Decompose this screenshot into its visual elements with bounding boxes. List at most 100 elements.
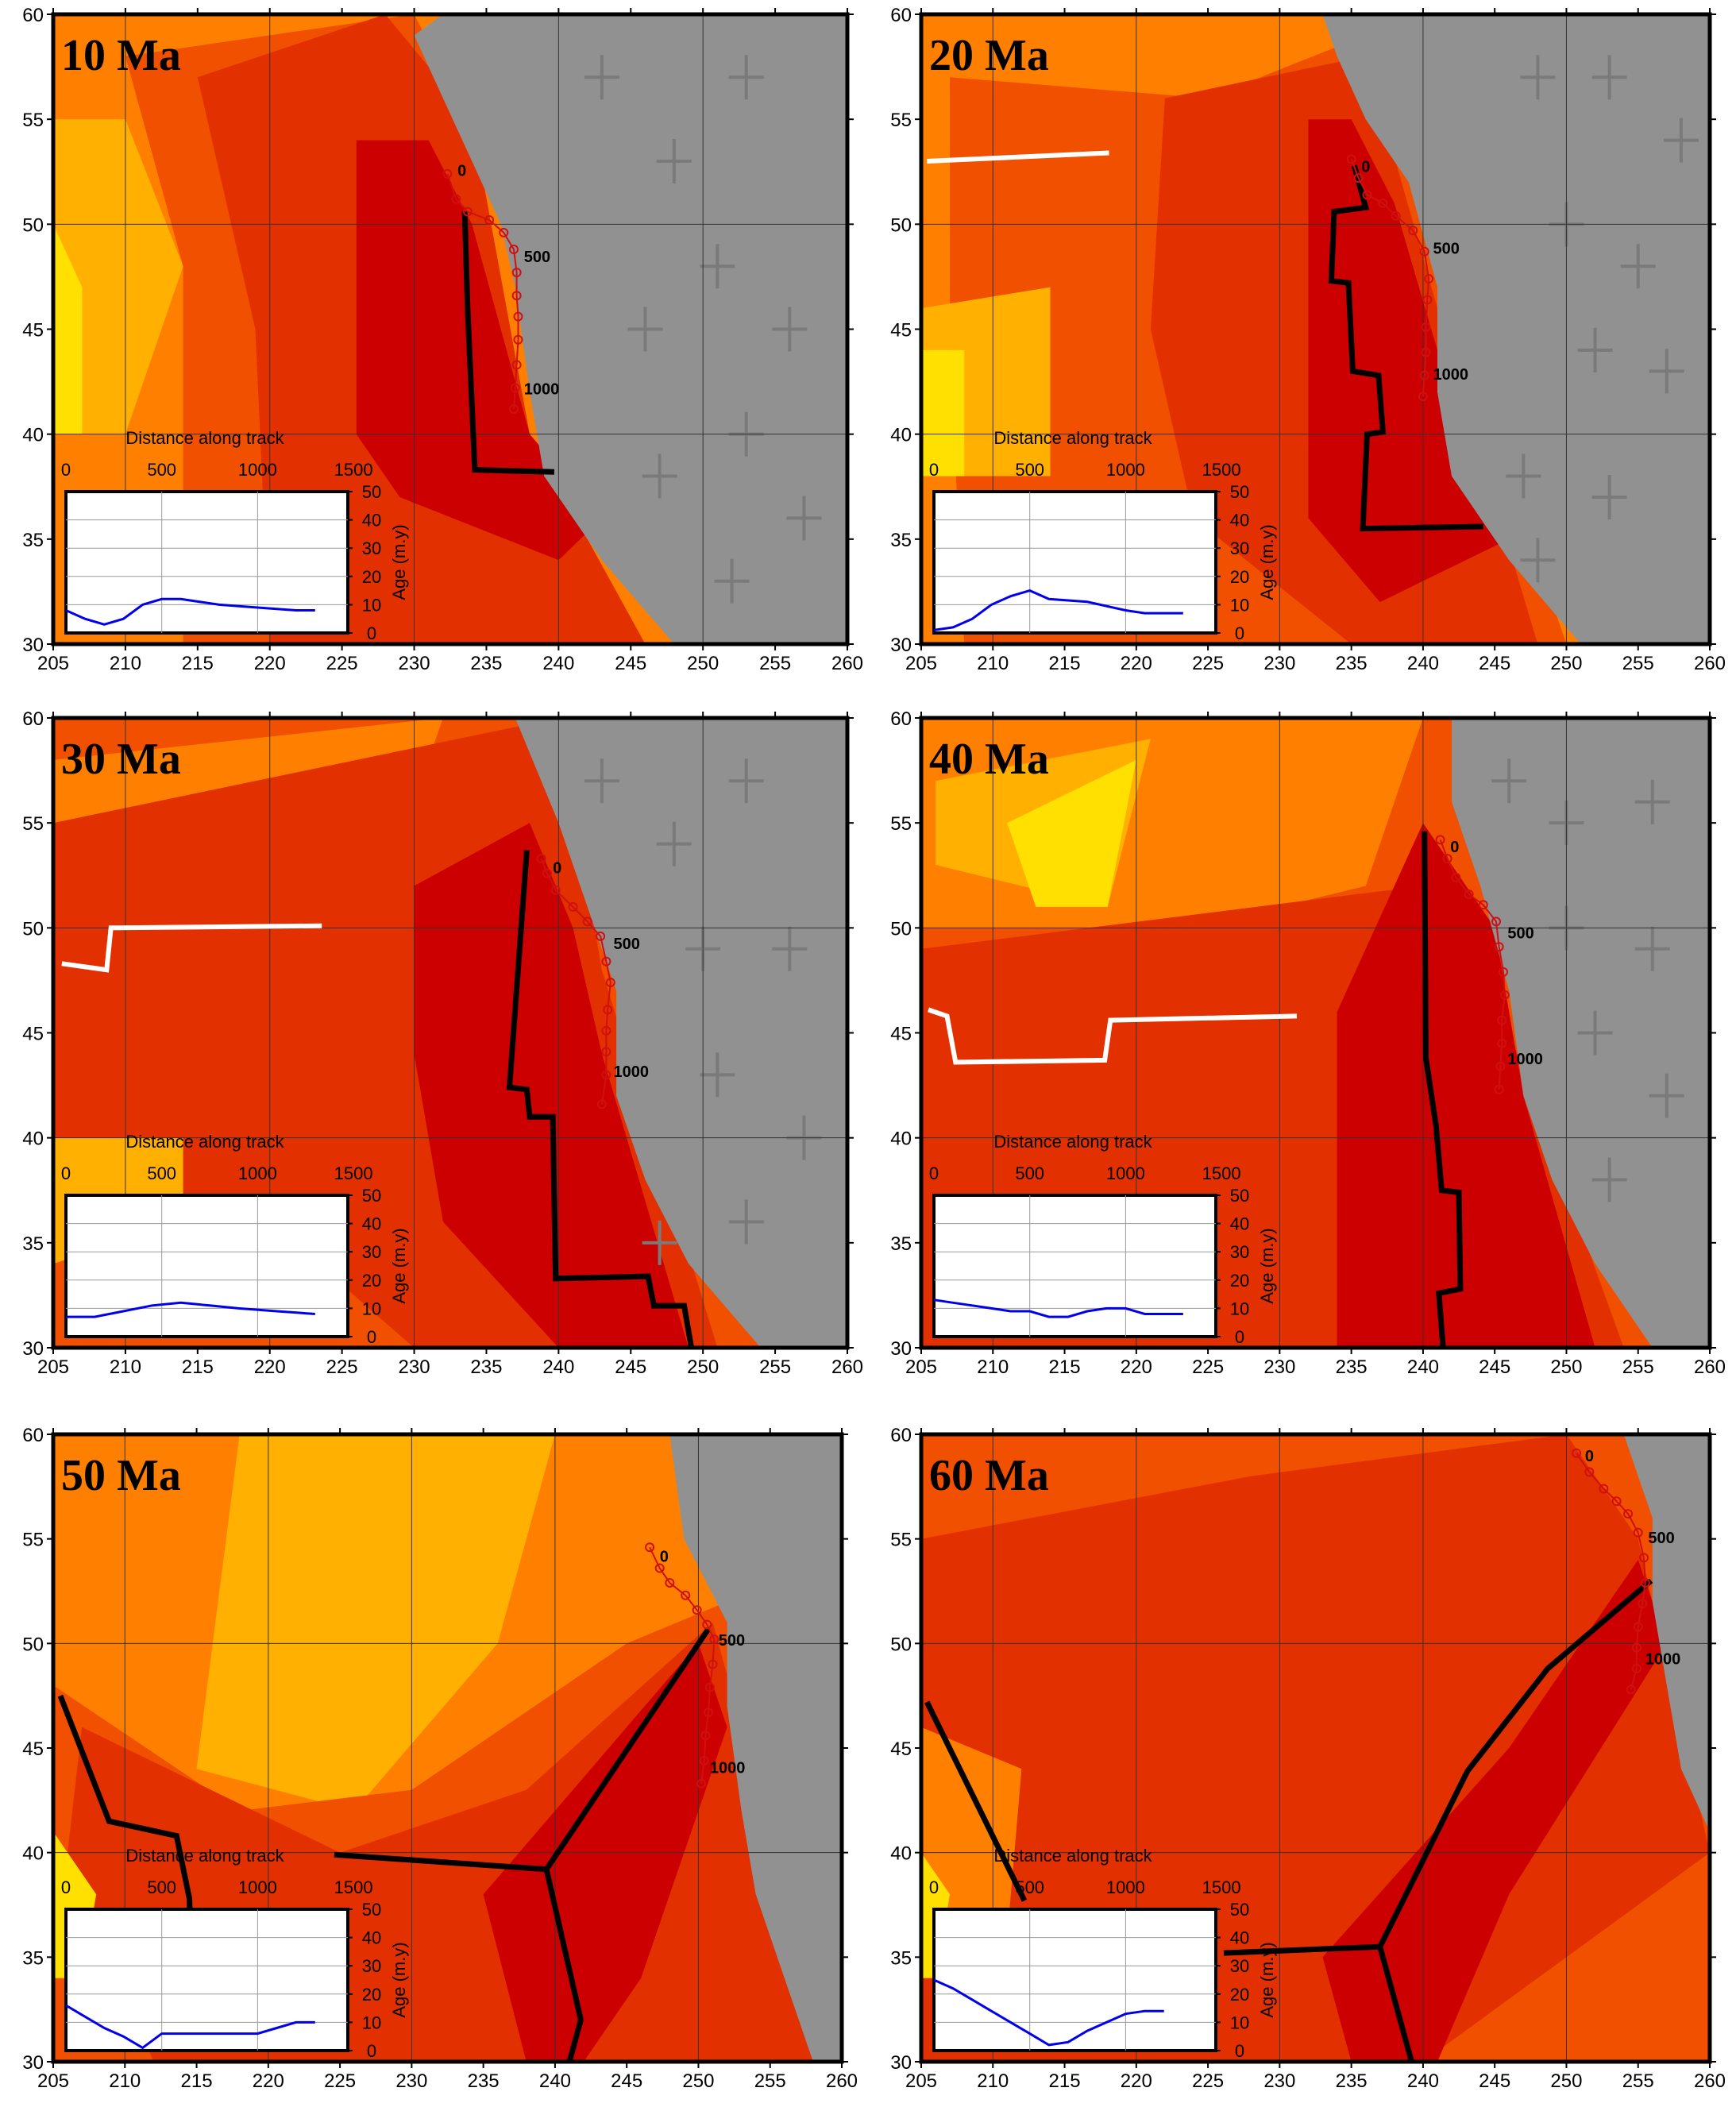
plate-cross-icon [1620, 244, 1656, 289]
inset-x-tick-label: 1500 [1202, 1163, 1241, 1183]
inset-y-tick-label: 50 [362, 1186, 381, 1206]
y-tick-label: 60 [890, 1425, 912, 1446]
track-point [550, 885, 561, 895]
plate-cross-icon [1506, 453, 1541, 499]
y-tick-label: 55 [22, 110, 44, 131]
y-tick-label: 50 [22, 918, 44, 940]
inset-y-tick-label: 20 [362, 1985, 381, 2005]
x-tick-label: 225 [1192, 2070, 1224, 2092]
track-point [568, 901, 578, 912]
inset-x-tick-label: 1000 [1106, 1877, 1145, 1897]
x-tick-label: 210 [977, 2070, 1009, 2092]
panel-age-title: 10 Ma [61, 31, 181, 80]
track-point [1495, 1061, 1506, 1071]
plate-cross-icon [1649, 1073, 1684, 1118]
track-point [1499, 967, 1509, 977]
inset-x-tick-label: 500 [147, 1877, 176, 1897]
inset-y-tick-label: 30 [362, 1242, 381, 1262]
inset-y-tick-label: 0 [1235, 2041, 1244, 2061]
track-point [1464, 889, 1474, 900]
track-distance-label: 0 [1450, 839, 1459, 856]
panel-age-title: 20 Ma [929, 31, 1049, 80]
age-distance-inset: Distance along track 0 500 1000 1500 0 10 20 30 4… [929, 428, 1277, 643]
inset-x-tick-label: 1500 [1202, 1877, 1241, 1897]
age-band [356, 140, 602, 561]
y-tick-label: 40 [22, 1843, 44, 1865]
y-tick-label: 35 [22, 1947, 44, 1969]
track-point [509, 245, 519, 255]
y-tick-label: 40 [890, 1843, 912, 1865]
track-point [1499, 990, 1510, 1000]
track-point [1421, 322, 1431, 332]
x-tick-label: 245 [1479, 1356, 1510, 1378]
track-point [601, 1070, 611, 1080]
inset-x-tick-label: 0 [929, 1163, 939, 1183]
x-tick-label: 220 [1121, 1356, 1152, 1378]
track-point [1353, 173, 1364, 183]
y-tick-label: 55 [890, 813, 912, 835]
plate-cross-icon [656, 821, 692, 866]
inset-y-tick-label: 20 [1230, 1985, 1249, 2005]
inset-x-tick-label: 1000 [1106, 1163, 1145, 1183]
track-point [511, 291, 522, 301]
sample-track [1439, 839, 1506, 1090]
track-point [702, 1619, 712, 1630]
inset-y-tick-label: 30 [362, 1956, 381, 1976]
x-tick-label: 235 [1336, 2070, 1368, 2092]
track-point [1572, 1448, 1582, 1458]
age-band [53, 224, 83, 434]
track-point [1362, 190, 1372, 200]
x-tick-label: 260 [831, 653, 863, 674]
y-tick-label: 30 [22, 2052, 44, 2074]
x-tick-label: 235 [1336, 1356, 1368, 1378]
landmass [669, 1434, 842, 2062]
track-distance-label: 1000 [1433, 366, 1469, 384]
track-point [1626, 1684, 1636, 1695]
age-band [1337, 823, 1595, 1348]
y-tick-label: 40 [890, 1129, 912, 1150]
inset-x-tick-label: 1000 [1106, 460, 1145, 480]
y-tick-label: 60 [22, 708, 44, 730]
inset-x-tick-label: 500 [147, 460, 176, 480]
x-tick-label: 210 [109, 2070, 141, 2092]
fracture-zone-line [927, 150, 1109, 164]
y-tick-label: 50 [890, 214, 912, 236]
landmass [515, 718, 847, 1348]
ridge-line [334, 1851, 584, 2062]
age-band [53, 119, 183, 434]
track-point [603, 1005, 613, 1015]
y-tick-label: 30 [890, 2052, 912, 2074]
x-tick-label: 235 [470, 1356, 502, 1378]
track-point [1631, 1642, 1641, 1653]
x-tick-label: 210 [110, 1356, 141, 1378]
track-point [1442, 854, 1452, 864]
track-point [1408, 226, 1418, 236]
y-tick-label: 35 [890, 1947, 912, 1969]
ridge-line [544, 1627, 712, 1871]
x-tick-label: 240 [539, 2070, 571, 2092]
inset-y-tick-label: 20 [362, 567, 381, 587]
track-point [1422, 295, 1433, 305]
landmass [1322, 14, 1710, 644]
fracture-zone-line [928, 1007, 1298, 1065]
inset-y-tick-label: 30 [1230, 538, 1249, 558]
inset-y-tick-label: 40 [362, 1928, 381, 1948]
panel-age-title: 30 Ma [61, 735, 181, 784]
y-tick-label: 60 [890, 5, 912, 26]
inset-x-tick-label: 1000 [238, 1163, 277, 1183]
x-tick-label: 260 [1694, 1356, 1726, 1378]
inset-x-tick-label: 1500 [334, 1877, 373, 1897]
panel-age-title: 40 Ma [929, 735, 1049, 784]
y-tick-label: 60 [22, 1425, 44, 1446]
inset-x-title: Distance along track [993, 428, 1152, 448]
sample-track [1576, 1453, 1646, 1690]
x-tick-label: 205 [37, 2070, 69, 2092]
track-point [709, 1634, 719, 1645]
inset-y-tick-label: 50 [362, 1900, 381, 1920]
x-tick-label: 225 [326, 1356, 358, 1378]
track-point [1391, 210, 1401, 221]
x-tick-label: 225 [1192, 653, 1224, 674]
